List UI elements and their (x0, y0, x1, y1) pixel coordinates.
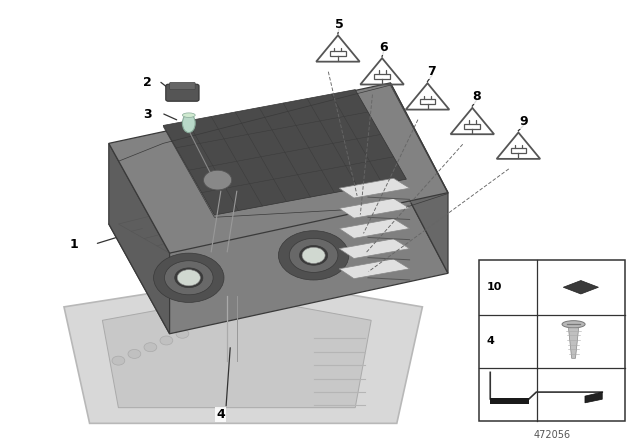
Polygon shape (585, 392, 602, 403)
Bar (511, 148, 526, 153)
Polygon shape (109, 143, 170, 334)
Text: 3: 3 (143, 108, 152, 121)
FancyBboxPatch shape (166, 84, 199, 101)
Polygon shape (339, 219, 410, 238)
Circle shape (175, 268, 203, 288)
Circle shape (300, 246, 328, 265)
Text: 9: 9 (519, 115, 528, 129)
Circle shape (112, 356, 125, 365)
Polygon shape (109, 83, 448, 253)
Polygon shape (339, 239, 410, 258)
Text: 5: 5 (335, 18, 344, 31)
Bar (374, 74, 390, 79)
Ellipse shape (562, 321, 585, 328)
Bar (479, 260, 625, 421)
Text: 472056: 472056 (533, 430, 570, 440)
Ellipse shape (182, 113, 195, 117)
Circle shape (204, 170, 232, 190)
Ellipse shape (182, 114, 195, 133)
Circle shape (144, 343, 157, 352)
Text: 10: 10 (486, 282, 502, 292)
Polygon shape (390, 83, 448, 273)
Polygon shape (109, 164, 448, 334)
Text: 2: 2 (143, 76, 152, 90)
Polygon shape (339, 198, 410, 218)
Polygon shape (339, 178, 410, 198)
Text: 7: 7 (428, 65, 436, 78)
Bar (330, 51, 346, 56)
Polygon shape (64, 278, 422, 423)
Text: 6: 6 (380, 40, 388, 54)
Circle shape (176, 329, 189, 338)
Circle shape (164, 261, 213, 295)
Polygon shape (568, 328, 579, 358)
Polygon shape (102, 296, 371, 408)
Polygon shape (490, 398, 529, 404)
Bar (420, 99, 435, 104)
Circle shape (160, 336, 173, 345)
Circle shape (154, 253, 224, 302)
Polygon shape (163, 90, 406, 215)
Text: 4: 4 (486, 336, 494, 346)
Polygon shape (339, 259, 410, 279)
Polygon shape (563, 280, 598, 294)
Circle shape (302, 247, 325, 263)
Text: 4: 4 (216, 408, 225, 421)
Circle shape (278, 231, 349, 280)
FancyBboxPatch shape (170, 82, 195, 90)
Text: 8: 8 (472, 90, 481, 103)
Circle shape (128, 349, 141, 358)
Circle shape (289, 238, 338, 272)
Bar (465, 124, 480, 129)
Circle shape (177, 270, 200, 286)
Text: 1: 1 (69, 237, 78, 251)
